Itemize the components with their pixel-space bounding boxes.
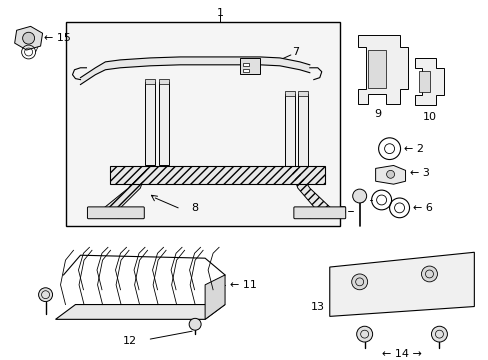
Text: ← 2: ← 2 xyxy=(403,144,423,154)
Bar xyxy=(159,78,169,84)
Polygon shape xyxy=(100,166,148,213)
Text: ← 15: ← 15 xyxy=(43,33,70,43)
Bar xyxy=(65,22,339,226)
Polygon shape xyxy=(329,252,473,316)
PathPatch shape xyxy=(81,57,309,85)
Text: 4: 4 xyxy=(357,195,364,205)
Circle shape xyxy=(22,32,35,44)
Polygon shape xyxy=(414,58,444,105)
Polygon shape xyxy=(15,26,42,50)
Text: 10: 10 xyxy=(422,112,436,122)
Text: 12: 12 xyxy=(123,336,137,346)
Text: ← 6: ← 6 xyxy=(412,203,431,213)
FancyBboxPatch shape xyxy=(293,207,345,219)
Bar xyxy=(243,69,248,72)
Polygon shape xyxy=(56,305,224,319)
Circle shape xyxy=(304,208,314,218)
Bar xyxy=(285,91,294,96)
Bar xyxy=(240,58,260,74)
Bar xyxy=(418,71,429,93)
Bar xyxy=(110,166,324,184)
Bar xyxy=(159,82,169,166)
Polygon shape xyxy=(375,166,405,184)
Circle shape xyxy=(113,208,123,218)
Circle shape xyxy=(421,266,437,282)
Bar xyxy=(285,94,294,173)
Circle shape xyxy=(189,318,201,330)
Bar xyxy=(145,78,155,84)
Text: ← 14 →: ← 14 → xyxy=(381,349,421,359)
Circle shape xyxy=(386,170,394,178)
Text: 13: 13 xyxy=(310,302,324,311)
FancyBboxPatch shape xyxy=(87,207,144,219)
Circle shape xyxy=(352,189,366,203)
Polygon shape xyxy=(289,166,331,211)
Bar xyxy=(145,82,155,166)
Circle shape xyxy=(356,326,372,342)
Bar xyxy=(297,94,307,173)
Text: 8: 8 xyxy=(191,203,198,213)
Bar xyxy=(367,50,385,87)
Text: 7: 7 xyxy=(292,47,299,57)
Polygon shape xyxy=(357,35,407,104)
Bar xyxy=(243,63,248,66)
Circle shape xyxy=(430,326,447,342)
Circle shape xyxy=(351,274,367,290)
Circle shape xyxy=(39,288,52,302)
Bar xyxy=(110,166,324,184)
Text: 9: 9 xyxy=(373,109,381,119)
Text: ← 11: ← 11 xyxy=(229,280,256,290)
Bar xyxy=(297,91,307,96)
Text: 1: 1 xyxy=(216,8,223,18)
Polygon shape xyxy=(204,275,224,319)
Text: ← 3: ← 3 xyxy=(408,168,428,178)
Text: 5: 5 xyxy=(338,206,345,216)
